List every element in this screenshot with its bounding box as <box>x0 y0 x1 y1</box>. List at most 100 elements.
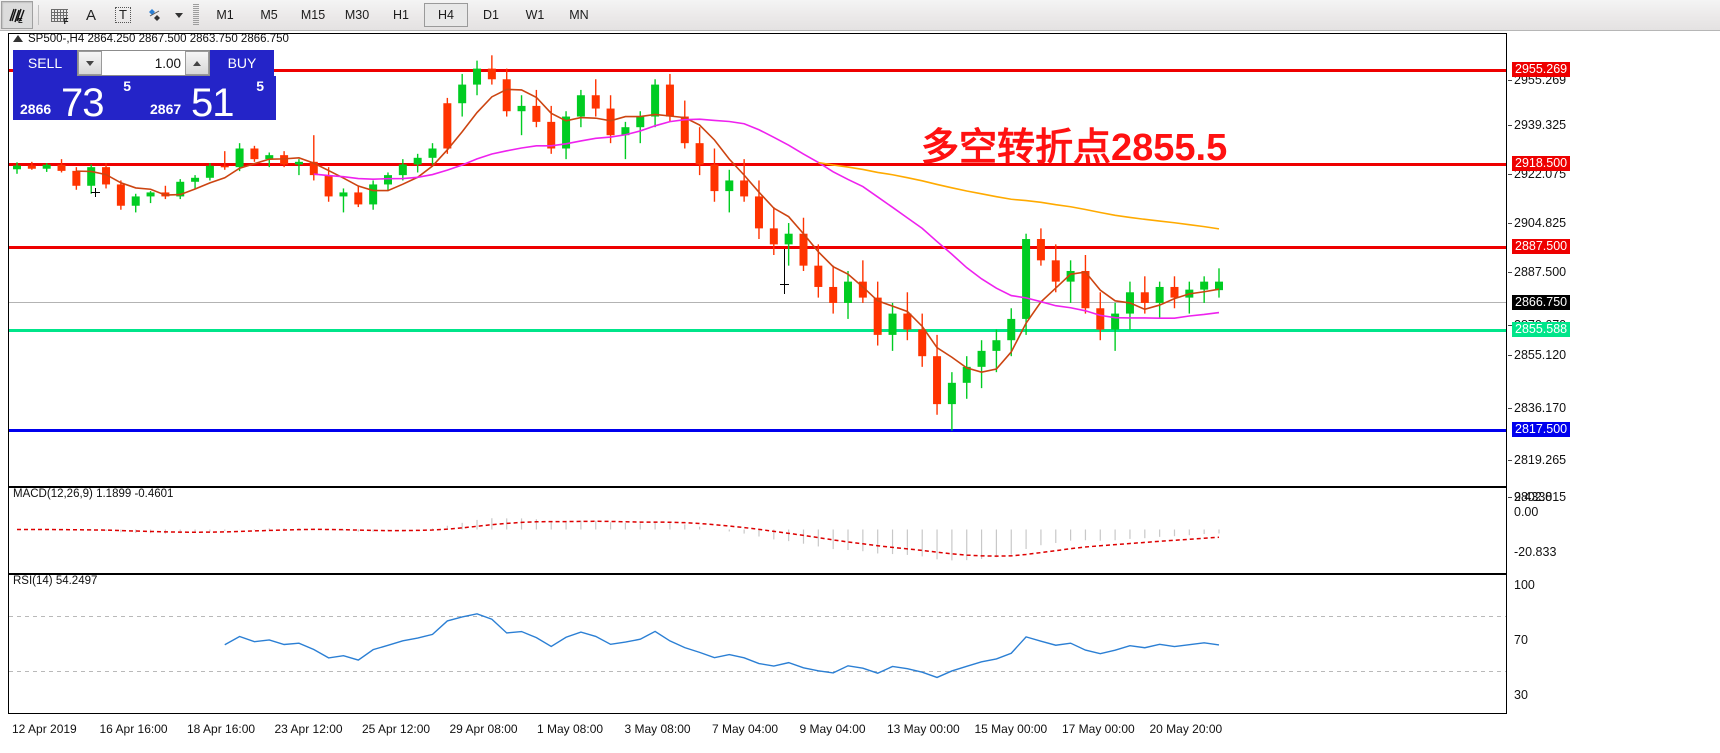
price-tick-mark <box>1508 272 1512 273</box>
time-tick-label: 20 May 20:00 <box>1149 722 1223 736</box>
collapse-triangle-icon[interactable] <box>13 35 23 43</box>
level-line-2955[interactable] <box>9 69 1506 72</box>
chart-annotation-text: 多空转折点2855.5 <box>921 127 1228 169</box>
timeframe-m1[interactable]: M1 <box>216 8 234 22</box>
level-line-2817[interactable] <box>9 429 1506 432</box>
price-tick-label: 2802.015 <box>1514 490 1567 504</box>
objects-dropdown-icon[interactable] <box>172 2 186 28</box>
time-tick-label: 23 Apr 12:00 <box>274 722 343 736</box>
time-tick-label: 9 May 04:00 <box>799 722 866 736</box>
text-tool-icon[interactable]: A <box>85 6 96 24</box>
chart-symbol-ohlc: SP500-,H4 2864.250 2867.500 2863.750 286… <box>28 33 289 45</box>
buy-price-display[interactable]: 2867 51 5 <box>143 76 276 125</box>
level-line-2855-pivot[interactable] <box>9 329 1506 332</box>
new-chart-icon[interactable]: E <box>1 1 33 29</box>
time-tick-label: 18 Apr 16:00 <box>187 722 256 736</box>
rsi-pane[interactable]: RSI(14) 54.2497 <box>8 574 1507 714</box>
main-toolbar: E F A T M1 M5 M15 M30 H1 H4 D1 W1 MN <box>0 0 1720 31</box>
buy-price-big: 51 <box>191 81 234 125</box>
svg-text:E: E <box>18 18 23 24</box>
ma-fast <box>76 88 1220 373</box>
timeframe-m15[interactable]: M15 <box>300 8 326 22</box>
one-click-trading-panel[interactable]: SELL 1.00 BUY 2866 73 5 2867 51 5 <box>13 50 276 125</box>
grid-glyph: F <box>50 8 69 26</box>
price-tick-mark <box>1508 355 1512 356</box>
time-tick-label: 1 May 08:00 <box>537 722 604 736</box>
price-tick-mark <box>1508 325 1512 326</box>
rsi-plot <box>224 613 1220 679</box>
objects-icon[interactable] <box>140 2 170 28</box>
rsi-level-70-line <box>9 616 1506 617</box>
level-line-2887[interactable] <box>9 246 1506 249</box>
sell-price-display[interactable]: 2866 73 5 <box>13 76 143 125</box>
ma-slow <box>818 161 1220 230</box>
level-line-2918[interactable] <box>9 163 1506 166</box>
price-tick-mark <box>1508 80 1512 81</box>
buy-price-fraction: 5 <box>256 78 264 94</box>
macd-scale-label: 9.4338 <box>1514 490 1553 504</box>
crosshair-mark-1b <box>95 188 96 197</box>
toolbar-grip[interactable] <box>193 4 199 26</box>
price-tick-mark <box>1508 223 1512 224</box>
time-axis[interactable]: 12 Apr 2019 16 Apr 16:00 18 Apr 16:00 23 Ap… <box>8 714 1712 747</box>
timeframe-m5[interactable]: M5 <box>260 8 278 22</box>
price-tag-resistance[interactable]: 2887.500 <box>1512 239 1571 254</box>
price-tick-mark <box>1508 408 1512 409</box>
sell-price-fraction: 5 <box>123 78 131 94</box>
timeframe-h4[interactable]: H4 <box>424 3 468 27</box>
chevron-down-icon <box>86 60 94 66</box>
price-tag-pivot[interactable]: 2855.588 <box>1512 322 1571 337</box>
time-tick-label: 3 May 08:00 <box>624 722 691 736</box>
price-plot <box>13 55 1223 431</box>
macd-pane[interactable]: MACD(12,26,9) 1.1899 -0.4601 <box>8 487 1507 574</box>
volume-stepper[interactable]: 1.00 <box>77 50 210 76</box>
price-tag-last-price[interactable]: 2866.750 <box>1512 295 1571 310</box>
buy-button[interactable]: BUY <box>210 50 274 76</box>
buy-price-prefix: 2867 <box>150 101 182 117</box>
time-tick-label: 16 Apr 16:00 <box>99 722 168 736</box>
f-subscript: F <box>63 16 69 26</box>
price-tick-label: 2819.265 <box>1514 453 1567 467</box>
chart-area: SP500-,H4 2864.250 2867.500 2863.750 286… <box>8 33 1712 747</box>
ma-mid <box>313 118 1220 319</box>
timeframe-w1[interactable]: W1 <box>525 8 545 22</box>
volume-value[interactable]: 1.00 <box>154 55 181 71</box>
timeframe-m30[interactable]: M30 <box>344 8 370 22</box>
trade-price-row: 2866 73 5 2867 51 5 <box>13 76 276 125</box>
timeframe-bar: M1 M5 M15 M30 H1 H4 D1 W1 MN <box>203 3 601 27</box>
price-tick-mark <box>1508 125 1512 126</box>
timeframe-mn[interactable]: MN <box>569 8 589 22</box>
volume-decrement-button[interactable] <box>78 51 102 75</box>
text-label-icon[interactable]: T <box>108 2 138 28</box>
rsi-scale-label: 100 <box>1514 578 1535 592</box>
macd-plot <box>16 518 1220 561</box>
price-tick-mark <box>1508 460 1512 461</box>
price-tick-label: 2904.825 <box>1514 216 1567 230</box>
price-tag-resistance[interactable]: 2918.500 <box>1512 156 1571 171</box>
price-tick-label: 2855.120 <box>1514 348 1567 362</box>
chart-header: SP500-,H4 2864.250 2867.500 2863.750 286… <box>13 33 289 45</box>
price-tick-mark <box>1508 174 1512 175</box>
macd-label: MACD(12,26,9) 1.1899 -0.4601 <box>13 488 174 500</box>
timeframe-h1[interactable]: H1 <box>393 8 409 22</box>
price-tag-support[interactable]: 2817.500 <box>1512 422 1571 437</box>
sell-button[interactable]: SELL <box>13 50 77 76</box>
time-tick-label: 7 May 04:00 <box>712 722 779 736</box>
crosshair-mark-2b <box>784 249 785 294</box>
rsi-scale-label: 70 <box>1514 633 1528 647</box>
price-tag-resistance[interactable]: 2955.269 <box>1512 62 1571 77</box>
time-tick-label: 29 Apr 08:00 <box>449 722 518 736</box>
chevron-up-icon <box>193 60 201 66</box>
chevron-down-icon <box>175 12 183 18</box>
indicators-icon[interactable]: F <box>44 2 74 28</box>
time-tick-label: 25 Apr 12:00 <box>362 722 431 736</box>
time-tick-label: 17 May 00:00 <box>1062 722 1135 736</box>
time-tick-label: 13 May 00:00 <box>887 722 960 736</box>
time-tick-label: 12 Apr 2019 <box>12 722 77 736</box>
price-scale[interactable]: 2955.269 2939.325 2922.075 2904.825 2887.500… <box>1508 33 1712 747</box>
price-tick-mark <box>1508 497 1512 498</box>
chart-glyph: E <box>9 8 25 24</box>
volume-increment-button[interactable] <box>185 51 209 75</box>
timeframe-d1[interactable]: D1 <box>483 8 499 22</box>
price-tick-label: 2887.500 <box>1514 265 1567 279</box>
